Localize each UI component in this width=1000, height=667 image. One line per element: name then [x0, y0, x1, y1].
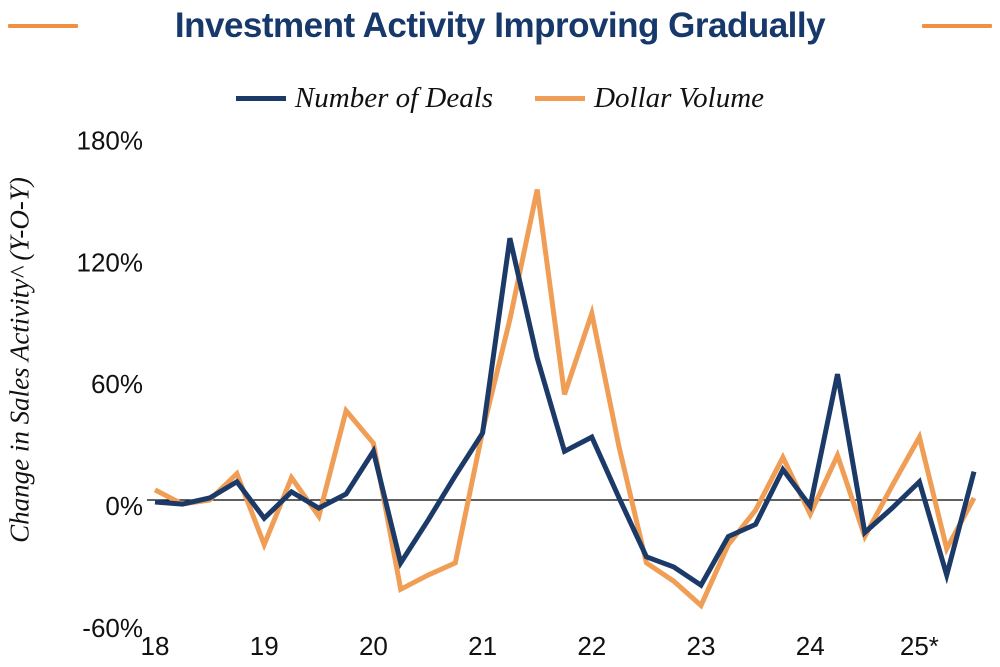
y-tick-label-60: 60%	[91, 369, 143, 399]
x-tick-label-23: 23	[687, 631, 716, 661]
y-tick-label--60: -60%	[82, 613, 143, 643]
legend-label-number-of-deals: Number of Deals	[294, 82, 494, 114]
title-dash-left-icon	[8, 24, 78, 28]
title-row: Investment Activity Improving Gradually	[0, 0, 1000, 62]
legend-item-number-of-deals: Number of Deals	[235, 82, 494, 115]
volume-line-swatch-icon	[535, 96, 586, 101]
y-tick-label-120: 120%	[77, 247, 144, 277]
legend: Number of Deals Dollar Volume	[0, 82, 1000, 115]
legend-label-dollar-volume: Dollar Volume	[594, 82, 765, 114]
y-tick-label-0: 0%	[105, 491, 143, 521]
y-tick-label-180: 180%	[77, 126, 144, 156]
x-tick-label-25: 25*	[900, 631, 939, 661]
series-line-number-of-deals	[154, 237, 977, 589]
x-tick-label-19: 19	[250, 631, 279, 661]
x-tick-label-20: 20	[359, 631, 388, 661]
legend-item-dollar-volume: Dollar Volume	[535, 82, 764, 115]
x-tick-label-24: 24	[796, 631, 825, 661]
x-tick-label-22: 22	[577, 631, 606, 661]
series-line-dollar-volume	[153, 189, 977, 610]
title-dash-right-icon	[922, 24, 992, 28]
x-tick-label-18: 18	[141, 631, 170, 661]
deals-line-swatch-icon	[235, 96, 286, 101]
page-title: Investment Activity Improving Gradually	[174, 6, 826, 45]
x-tick-label-21: 21	[468, 631, 497, 661]
